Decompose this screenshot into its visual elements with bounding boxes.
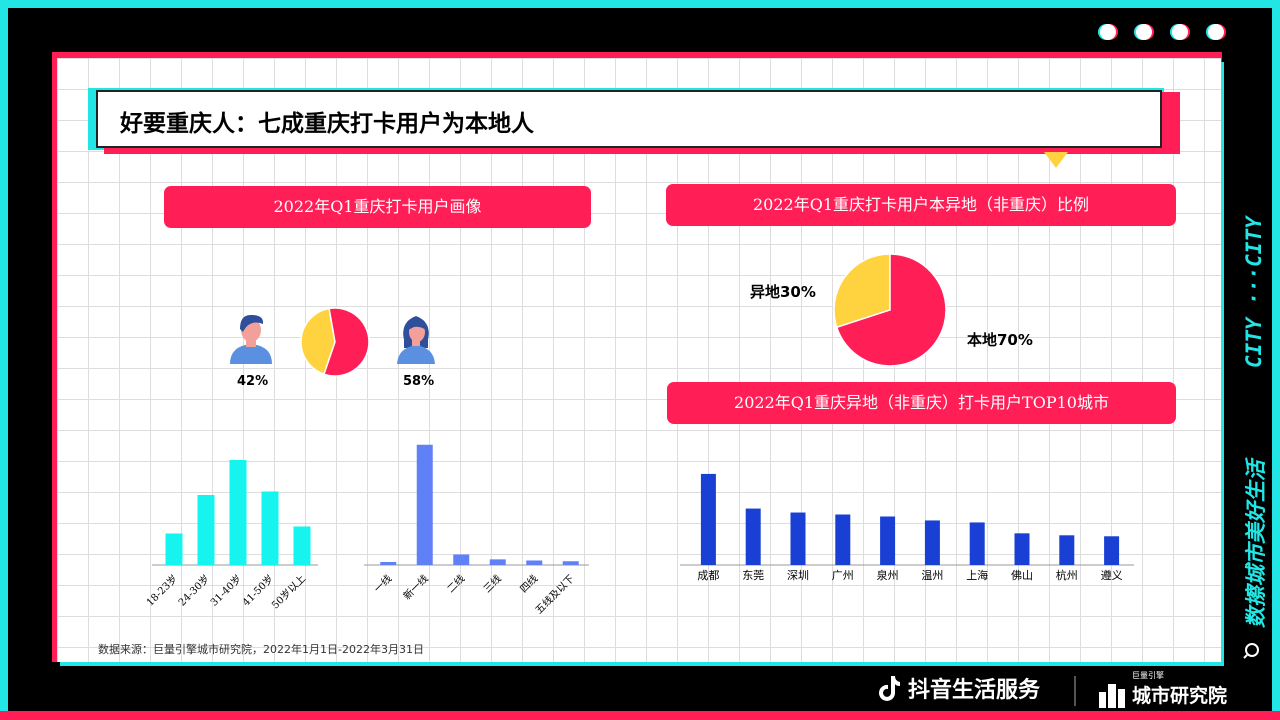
local-remote-pie-chart bbox=[833, 253, 947, 367]
bar-31-40岁 bbox=[229, 460, 247, 565]
footer-service-text: 抖音生活服务 bbox=[908, 678, 1041, 703]
bar-41-50岁 bbox=[261, 491, 279, 565]
tick-label-杭州: 杭州 bbox=[1056, 568, 1078, 582]
section-title-top10: 2022年Q1重庆异地（非重庆）打卡用户TOP10城市 bbox=[667, 382, 1176, 424]
tick-label-一线: 一线 bbox=[371, 572, 394, 595]
bar-东莞 bbox=[745, 508, 761, 565]
tick-label-上海: 上海 bbox=[966, 568, 988, 582]
dot-icon bbox=[1172, 24, 1188, 40]
dot-icon bbox=[1136, 24, 1152, 40]
female-percent: 58% bbox=[403, 374, 435, 389]
male-user-icon bbox=[230, 314, 272, 364]
bar-24-30岁 bbox=[197, 495, 215, 565]
tick-label-广州: 广州 bbox=[832, 569, 854, 582]
bar-遵义 bbox=[1104, 536, 1120, 565]
dot-icon bbox=[1208, 24, 1224, 40]
footer-service-brand: 抖音生活服务 bbox=[878, 672, 1040, 704]
side-slogan-text: 数擦城市美好生活 bbox=[1244, 457, 1268, 628]
tick-label-31-40岁: 31-40岁 bbox=[207, 572, 244, 609]
bar-四线 bbox=[526, 560, 543, 565]
bar-成都 bbox=[700, 473, 716, 565]
tick-label-东莞: 东莞 bbox=[742, 569, 764, 582]
city-building-icon bbox=[1099, 684, 1125, 708]
bar-广州 bbox=[835, 514, 851, 565]
tick-label-24-30岁: 24-30岁 bbox=[175, 572, 212, 609]
bar-五线及以下 bbox=[562, 561, 579, 565]
female-user-icon bbox=[397, 316, 435, 364]
decorative-dots bbox=[1100, 24, 1224, 40]
search-icon bbox=[1243, 643, 1259, 659]
footer-divider bbox=[1074, 676, 1076, 706]
tick-label-遵义: 遵义 bbox=[1101, 568, 1123, 582]
page-title: 好要重庆人：七成重庆打卡用户为本地人 bbox=[120, 111, 534, 137]
footer-institute-small: 巨量引擎 bbox=[1132, 671, 1164, 680]
frame-right-stripe bbox=[1272, 0, 1280, 720]
frame-left-stripe bbox=[0, 0, 8, 720]
bar-三线 bbox=[489, 559, 506, 565]
footer-institute-name: 城市研究院 bbox=[1132, 685, 1228, 707]
tick-label-成都: 成都 bbox=[697, 569, 719, 582]
tick-label-三线: 三线 bbox=[481, 572, 504, 595]
section-title-profile: 2022年Q1重庆打卡用户画像 bbox=[164, 186, 591, 228]
bar-泉州 bbox=[880, 516, 896, 565]
tick-label-四线: 四线 bbox=[517, 572, 540, 595]
bar-佛山 bbox=[1014, 533, 1030, 565]
bar-二线 bbox=[453, 554, 470, 565]
frame-top-stripe bbox=[0, 0, 1280, 8]
footer-institute: 巨量引擎 城市研究院 bbox=[1098, 670, 1227, 708]
frame-bottom-stripe bbox=[0, 711, 1280, 720]
local-label: 本地70% bbox=[967, 331, 1033, 349]
side-city-text: CITY ···CITY bbox=[1242, 215, 1266, 368]
bar-一线 bbox=[380, 561, 397, 565]
bar-新一线 bbox=[416, 444, 433, 565]
tick-label-泉州: 泉州 bbox=[877, 568, 899, 582]
bar-温州 bbox=[924, 520, 940, 565]
bar-上海 bbox=[969, 522, 985, 565]
pie-slice-remote bbox=[833, 253, 891, 329]
tick-label-二线: 二线 bbox=[444, 572, 467, 595]
dot-icon bbox=[1100, 24, 1116, 40]
remote-label: 异地30% bbox=[750, 283, 816, 301]
pie-slice-female bbox=[323, 307, 370, 377]
bar-杭州 bbox=[1059, 535, 1075, 565]
tick-label-深圳: 深圳 bbox=[787, 569, 809, 582]
bar-18-23岁 bbox=[165, 533, 183, 565]
pie-slice-local bbox=[835, 253, 947, 367]
side-vertical-text: CITY ···CITY 数擦城市美好生活 bbox=[1242, 215, 1268, 659]
tick-label-18-23岁: 18-23岁 bbox=[143, 572, 180, 609]
data-source-note: 数据来源：巨量引擎城市研究院，2022年1月1日-2022年3月31日 bbox=[98, 643, 424, 656]
bar-50岁以上 bbox=[293, 526, 311, 565]
douyin-logo-icon bbox=[879, 676, 900, 701]
pie-slice-male bbox=[300, 307, 336, 376]
bar-深圳 bbox=[790, 512, 806, 565]
tick-label-50岁以上: 50岁以上 bbox=[269, 572, 308, 611]
tick-label-五线及以下: 五线及以下 bbox=[532, 572, 577, 617]
gender-pie-chart bbox=[300, 307, 370, 377]
male-percent: 42% bbox=[237, 374, 269, 389]
title-box bbox=[96, 90, 1162, 148]
section-title-local-ratio: 2022年Q1重庆打卡用户本异地（非重庆）比例 bbox=[666, 184, 1176, 226]
tick-label-温州: 温州 bbox=[921, 569, 943, 582]
top10-city-bar-chart: 成都 东莞 深圳 广州 泉州 温州 上海 佛山 杭州 遵义 bbox=[680, 473, 1134, 582]
tick-label-佛山: 佛山 bbox=[1011, 569, 1033, 582]
tick-label-新一线: 新一线 bbox=[400, 572, 430, 602]
title-caret-icon bbox=[1044, 152, 1068, 168]
